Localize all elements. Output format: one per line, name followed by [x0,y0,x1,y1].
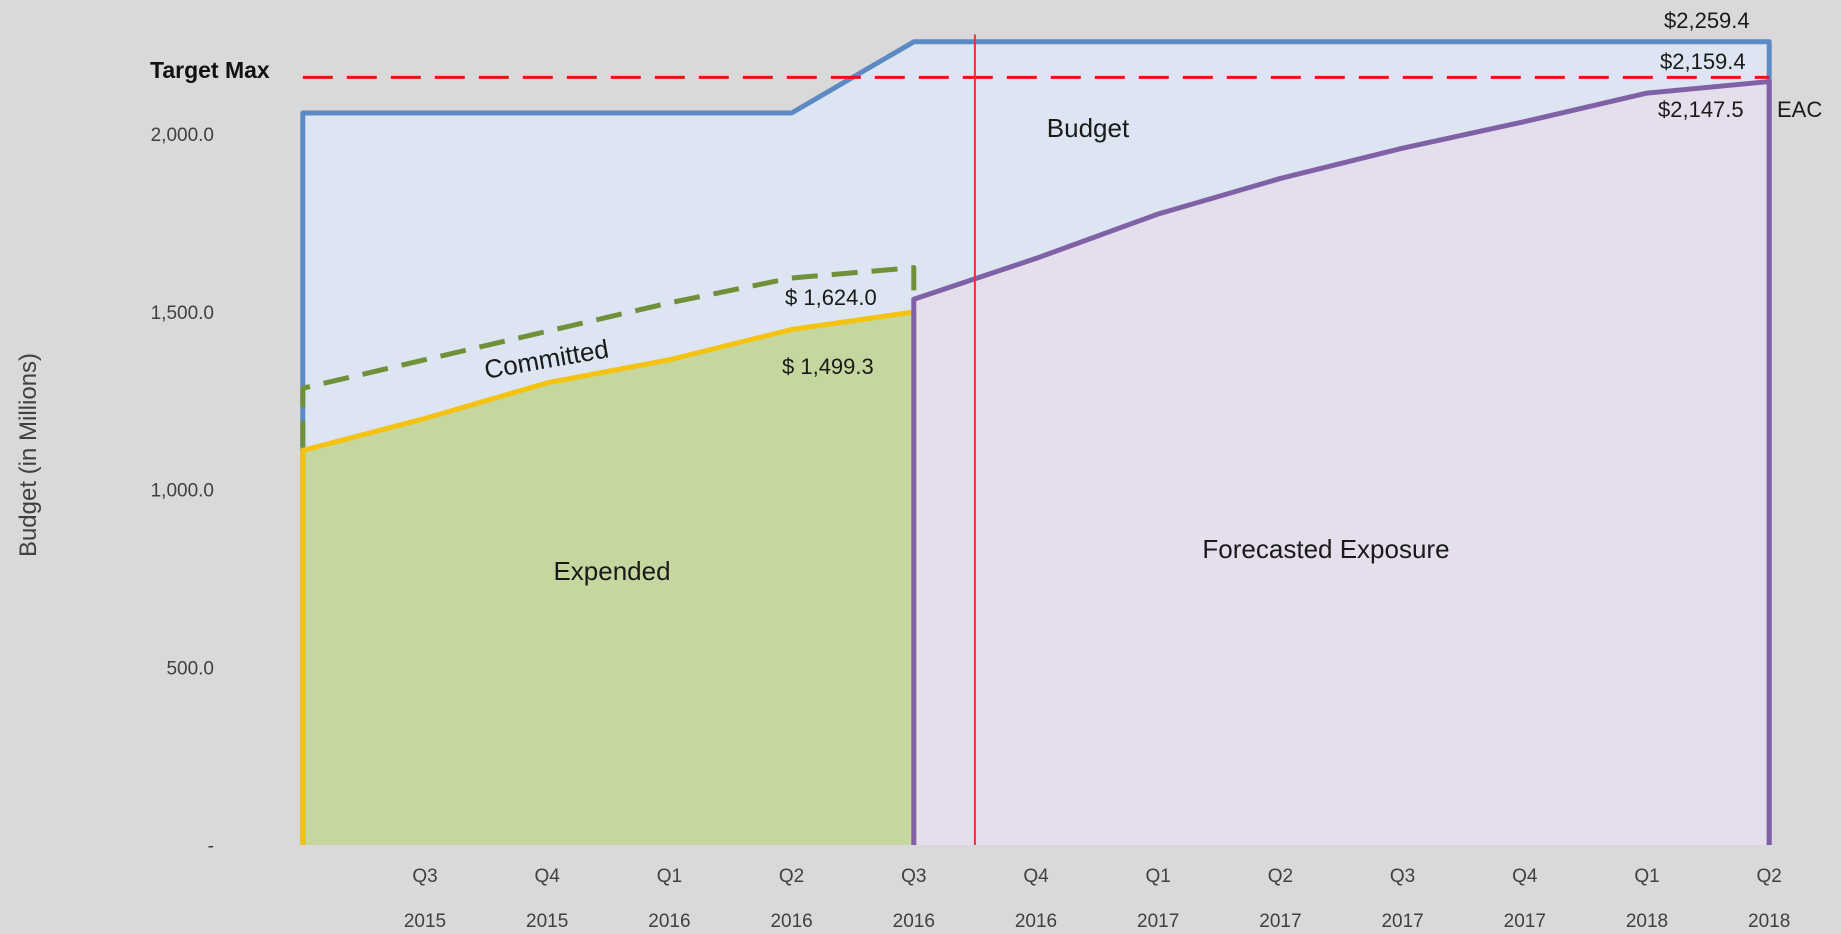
x-tick-year: 2018 [1626,911,1668,932]
x-tick-quarter: Q1 [657,866,682,887]
forecasted-exposure-area [913,81,1770,846]
x-tick-year: 2017 [1504,911,1546,932]
x-tick-year: 2016 [1015,911,1057,932]
x-tick-quarter: Q2 [1757,866,1782,887]
y-tick-label: 1,000.0 [151,481,214,502]
axes: - 500.0 1,000.0 1,500.0 2,000.0 Q3 2015 Q4 2015 Q… [151,125,1791,932]
x-tick-year: 2017 [1259,911,1301,932]
x-tick-year: 2015 [404,911,446,932]
x-tick-quarter: Q3 [1390,866,1415,887]
expended-region-label: Expended [553,556,670,586]
x-tick-quarter: Q2 [779,866,804,887]
x-tick-quarter: Q4 [1023,866,1049,887]
plot-areas [302,41,1770,846]
x-tick-year: 2016 [770,911,812,932]
expended-line [300,309,917,845]
target-max-label: Target Max [150,57,270,83]
x-tick-year: 2016 [648,911,690,932]
budget-region-label: Budget [1047,113,1130,143]
eac-value: $2,147.5 [1658,97,1744,122]
y-tick-label: 500.0 [166,658,214,679]
committed-value: $ 1,624.0 [785,285,877,310]
x-tick-year: 2017 [1381,911,1423,932]
eac-label: EAC [1777,97,1822,122]
x-tick-quarter: Q3 [412,866,437,887]
x-tick-quarter: Q4 [1512,866,1538,887]
y-tick-label: - [208,836,214,857]
y-tick-label: 2,000.0 [151,125,214,146]
plot-lines [300,34,1772,845]
x-tick-year: 2015 [526,911,568,932]
x-tick-quarter: Q1 [1146,866,1171,887]
x-tick-year: 2018 [1748,911,1790,932]
x-tick-quarter: Q4 [535,866,561,887]
y-axis-label: Budget (in Millions) [15,353,42,557]
x-tick-year: 2016 [893,911,935,932]
y-tick-label: 1,500.0 [151,303,214,324]
forecast-region-label: Forecasted Exposure [1202,534,1449,564]
budget-end-value: $2,259.4 [1664,8,1750,33]
target-end-value: $2,159.4 [1660,49,1746,74]
x-tick-year: 2017 [1137,911,1179,932]
committed-line [300,265,917,447]
expended-area [302,311,914,845]
x-tick-quarter: Q1 [1634,866,1659,887]
x-tick-quarter: Q2 [1268,866,1293,887]
expended-value: $ 1,499.3 [782,354,874,379]
x-tick-quarter: Q3 [901,866,926,887]
